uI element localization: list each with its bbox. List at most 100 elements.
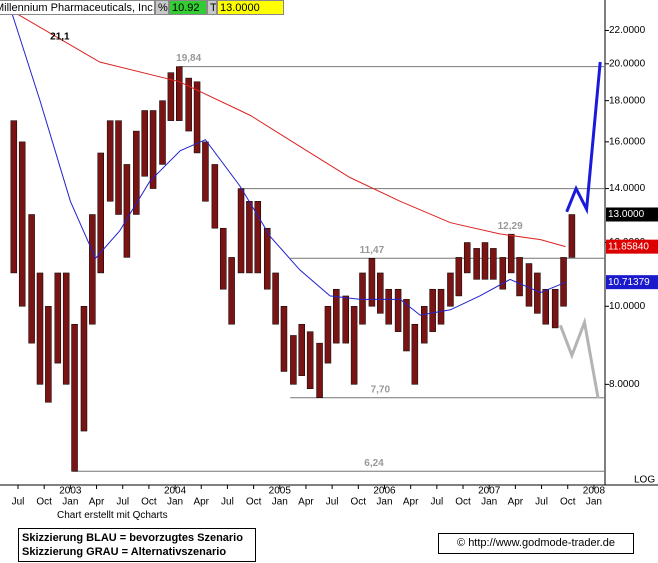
price-bar xyxy=(316,342,323,398)
price-bar xyxy=(149,110,157,189)
y-tick-label: 14.0000 xyxy=(609,183,646,194)
x-tick-label: Oct xyxy=(455,497,471,508)
line-series xyxy=(9,5,566,316)
x-tick-label: Jul xyxy=(326,497,339,508)
price-bar xyxy=(263,227,271,290)
x-tick-label: Jan xyxy=(62,497,78,508)
x-tick-label: Oct xyxy=(560,497,576,508)
price-bar xyxy=(18,141,26,307)
price-bar xyxy=(228,257,235,325)
x-year-label: 2008 xyxy=(583,486,606,497)
price-bar xyxy=(219,227,227,290)
legend-line: Skizzierung BLAU = bevorzugtes Szenario xyxy=(22,532,243,544)
x-year-label: 2003 xyxy=(59,486,82,497)
x-tick-label: Jan xyxy=(586,497,602,508)
price-bar xyxy=(123,164,131,258)
x-tick-label: Apr xyxy=(508,497,524,508)
price-tag xyxy=(606,275,658,290)
price-bar xyxy=(54,272,62,364)
x-tick-label: Jul xyxy=(221,497,234,508)
level-label: 6,24 xyxy=(364,458,384,469)
y-tick-label: 8.0000 xyxy=(609,379,640,390)
y-tick-label: 20.0000 xyxy=(609,58,646,69)
price-bar xyxy=(463,242,471,274)
x-tick-label: Jul xyxy=(430,497,443,508)
line-series xyxy=(558,316,600,399)
price-bar xyxy=(159,100,166,165)
price-bar xyxy=(534,272,541,314)
price-bar xyxy=(568,214,576,258)
x-tick-label: Jul xyxy=(116,497,129,508)
legend-box: Skizzierung BLAU = bevorzugtes Szenario … xyxy=(18,528,256,562)
y-tick-label: 18.0000 xyxy=(609,95,646,106)
price-bar xyxy=(167,72,175,121)
x-tick-label: Jan xyxy=(272,497,288,508)
price-bar xyxy=(473,248,480,280)
x-tick-label: Jan xyxy=(167,497,183,508)
price-bar xyxy=(490,248,497,280)
price-bar xyxy=(429,288,436,332)
price-bar xyxy=(481,242,489,280)
price-bar xyxy=(254,201,262,274)
header-field: % xyxy=(155,0,169,15)
header-field: 10.92 xyxy=(169,0,207,15)
price-bar xyxy=(80,306,88,432)
chart: LOG8.000010.000012.000014.000016.000018.… xyxy=(0,0,658,508)
price-bar xyxy=(447,272,454,307)
header-title: Millennium Pharmaceuticals, Inc. xyxy=(0,0,155,15)
price-bar xyxy=(333,288,340,344)
level-label: 11,47 xyxy=(360,245,385,256)
line-series xyxy=(3,5,566,248)
price-bar xyxy=(202,141,209,202)
price-bar xyxy=(411,323,419,385)
price-bar xyxy=(89,214,96,325)
x-tick-label: Oct xyxy=(141,497,157,508)
price-bar xyxy=(385,288,392,325)
price-bar xyxy=(272,272,279,325)
copyright: © http://www.godmode-trader.de xyxy=(438,533,634,554)
x-tick-label: Jan xyxy=(376,497,392,508)
price-bar xyxy=(141,110,148,177)
price-bar xyxy=(368,258,376,307)
line-series xyxy=(565,61,602,215)
price-bar xyxy=(455,257,463,297)
x-tick-label: Apr xyxy=(403,497,419,508)
price-bar xyxy=(403,299,410,352)
x-tick-label: Apr xyxy=(298,497,314,508)
price-tag-label: 13.0000 xyxy=(608,209,645,220)
x-tick-label: Oct xyxy=(246,497,262,508)
y-tick-label: 10.0000 xyxy=(609,301,646,312)
x-year-label: 2004 xyxy=(164,486,187,497)
level-label: 19,84 xyxy=(176,53,201,64)
price-bar xyxy=(516,257,523,297)
y-tick-label: 22.0000 xyxy=(609,25,646,36)
header-field: T xyxy=(207,0,217,15)
price-tag xyxy=(606,239,658,254)
price-bar xyxy=(10,120,18,274)
x-tick-label: Jul xyxy=(535,497,548,508)
header-field: 13.0000 xyxy=(217,0,284,15)
price-bar xyxy=(133,130,140,215)
price-bar xyxy=(62,272,70,385)
price-bar xyxy=(246,201,253,274)
price-bar xyxy=(211,164,219,229)
x-tick-label: Apr xyxy=(193,497,209,508)
price-bar xyxy=(185,77,192,132)
price-bar xyxy=(507,233,515,274)
annotation: 12,29 xyxy=(498,221,523,232)
price-bar xyxy=(290,335,297,385)
price-bar xyxy=(97,152,104,274)
annotation: 21,1 xyxy=(50,32,70,43)
price-bar xyxy=(28,214,35,344)
level-label: 7,70 xyxy=(371,384,391,395)
price-bar xyxy=(421,306,428,344)
x-year-label: 2006 xyxy=(373,486,396,497)
credit: Chart erstellt mit Qcharts xyxy=(57,510,168,521)
price-tag-label: 10.71379 xyxy=(608,277,650,288)
price-bar xyxy=(237,188,245,274)
axis-note: LOG xyxy=(634,475,655,486)
price-tag-label: 11.85840 xyxy=(608,241,649,252)
x-tick-label: Oct xyxy=(351,497,367,508)
price-bar xyxy=(560,257,567,307)
x-year-label: 2005 xyxy=(269,486,292,497)
